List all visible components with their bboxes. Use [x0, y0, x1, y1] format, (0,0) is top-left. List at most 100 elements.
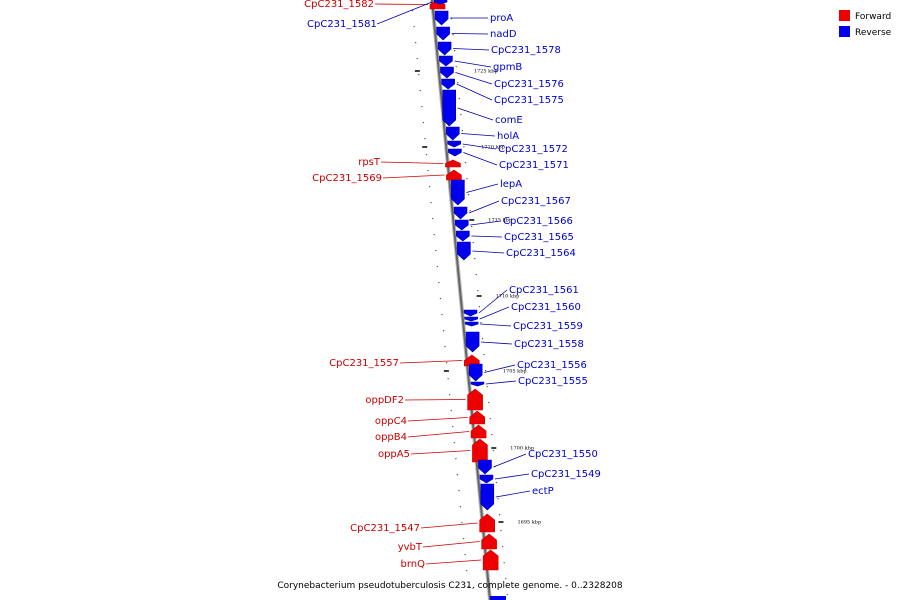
ruler-label: 1720 kbp: [481, 145, 505, 151]
tick-dot: [474, 258, 476, 260]
gene-label-CpC231_1557: CpC231_1557: [329, 358, 399, 369]
tick-dot: [461, 522, 463, 524]
tick-dot: [419, 90, 421, 92]
legend-swatch-reverse: [839, 26, 850, 37]
tick-dot: [503, 562, 505, 564]
gene-forward-CpC231_1547: [479, 513, 495, 533]
tick-dot: [458, 98, 460, 100]
gene-label-ectP: ectP: [532, 486, 554, 497]
tick-dot: [459, 506, 462, 508]
tick-dot: [455, 66, 457, 68]
tick-dot: [435, 250, 437, 252]
gene-leader-line: [382, 174, 445, 179]
gene-forward-rpsT: [445, 159, 461, 168]
tick-dot: [477, 290, 479, 292]
ruler-label: 1725 kbp: [474, 69, 498, 75]
gene-labels: CpC231_1582 rpsT CpC231_1569 CpC231_1557opp…: [304, 0, 601, 570]
gene-leader-line: [471, 235, 503, 238]
gene-reverse-CpC231_1576: [440, 66, 454, 79]
tick-dot: [475, 274, 477, 276]
gene-label-CpC231_1556: CpC231_1556: [517, 360, 587, 371]
gene-leader-line: [472, 250, 505, 254]
gene-leader-line: [462, 143, 497, 150]
tick-dot: [444, 346, 446, 348]
gene-label-CpC231_1549: CpC231_1549: [531, 469, 601, 480]
gene-features: [429, 0, 506, 600]
gene-leader-line: [466, 183, 499, 193]
gene-leader-line: [481, 341, 513, 345]
gene-leader-line: [374, 3, 429, 5]
gene-label-CpC231_1575: CpC231_1575: [494, 95, 564, 106]
tick-dot: [461, 130, 463, 132]
tick-dot: [436, 266, 438, 268]
tick-dot: [450, 18, 453, 20]
tick-dot: [453, 442, 455, 444]
gene-reverse-CpC231_1581: [433, 0, 448, 5]
gene-reverse-proA: [434, 10, 449, 26]
gene-leader-line: [376, 1, 433, 25]
gene-reverse-CpC231_1565: [456, 230, 470, 242]
gene-leader-line: [404, 399, 466, 401]
gene-reverse-CpC231_1564: [457, 241, 471, 261]
tick-dot: [441, 314, 443, 316]
tick-dot: [447, 378, 449, 380]
gene-label-lepA: lepA: [500, 179, 522, 190]
gene-forward-yvbT: [481, 533, 497, 550]
gene-forward-oppB4: [470, 424, 487, 439]
gene-reverse-ectP: [480, 483, 495, 511]
tick-dot: [413, 26, 415, 28]
gene-leader-line: [457, 107, 494, 121]
gene-label-CpC231_1558: CpC231_1558: [514, 339, 584, 350]
tick-dot: [424, 138, 426, 140]
gene-forward-brnQ: [482, 549, 499, 571]
tick-dot: [464, 554, 466, 556]
tick-dot: [449, 394, 451, 396]
gene-forward-oppC4: [469, 410, 486, 425]
gene-leader-line: [407, 431, 470, 438]
gene-label-CpC231_1581: CpC231_1581: [307, 19, 377, 30]
gene-reverse-nadD: [436, 26, 450, 41]
gene-reverse-CpC231_1567: [453, 206, 468, 220]
tick-dot: [467, 586, 469, 588]
gene-leader-line: [461, 133, 496, 137]
tick-dot: [478, 306, 481, 308]
gene-leader-line: [410, 450, 471, 455]
gene-label-nadD: nadD: [490, 29, 517, 40]
tick-dot: [497, 498, 499, 500]
gene-reverse-comE: [442, 89, 456, 127]
tick-dot: [433, 234, 435, 236]
legend-label-reverse: Reverse: [855, 28, 892, 38]
tick-dot: [454, 50, 456, 52]
gene-leader-line: [456, 83, 493, 101]
gene-reverse-CpC231_1572: [447, 140, 461, 148]
gene-label-oppDF2: oppDF2: [365, 395, 404, 406]
gene-label-CpC231_1572: CpC231_1572: [498, 144, 568, 155]
tick-dot: [422, 122, 424, 124]
gene-reverse-lepA: [451, 179, 465, 206]
gene-reverse-CpC231_1555: [470, 381, 485, 387]
gene-reverse-CpC231_1550: [478, 459, 492, 475]
gene-leader-line: [485, 380, 517, 385]
gene-leader-line: [494, 473, 530, 480]
tick-dot: [491, 434, 493, 436]
gene-label-CpC231_1565: CpC231_1565: [504, 232, 574, 243]
gene-label-gpmB: gpmB: [493, 62, 522, 73]
gene-reverse-CpC231_1571: [448, 148, 462, 157]
gene-label-CpC231_1566: CpC231_1566: [503, 216, 573, 227]
genome-backbone: [430, 0, 492, 600]
tick-dot: [472, 242, 474, 244]
tick-dot: [452, 426, 454, 428]
tick-dot: [505, 578, 507, 580]
tick-dot: [467, 194, 470, 196]
gene-leader-line: [420, 522, 478, 529]
tick-dot: [452, 34, 454, 36]
gene-label-holA: holA: [497, 131, 519, 142]
gene-label-CpC231_1561: CpC231_1561: [509, 285, 579, 296]
gene-leader-line: [495, 490, 531, 498]
gene-label-CpC231_1576: CpC231_1576: [494, 79, 564, 90]
gene-reverse-CpC231_1575: [441, 78, 455, 90]
gene-label-CpC231_1560: CpC231_1560: [511, 302, 581, 313]
tick-dot: [469, 210, 471, 212]
gene-leader-line: [425, 559, 482, 565]
